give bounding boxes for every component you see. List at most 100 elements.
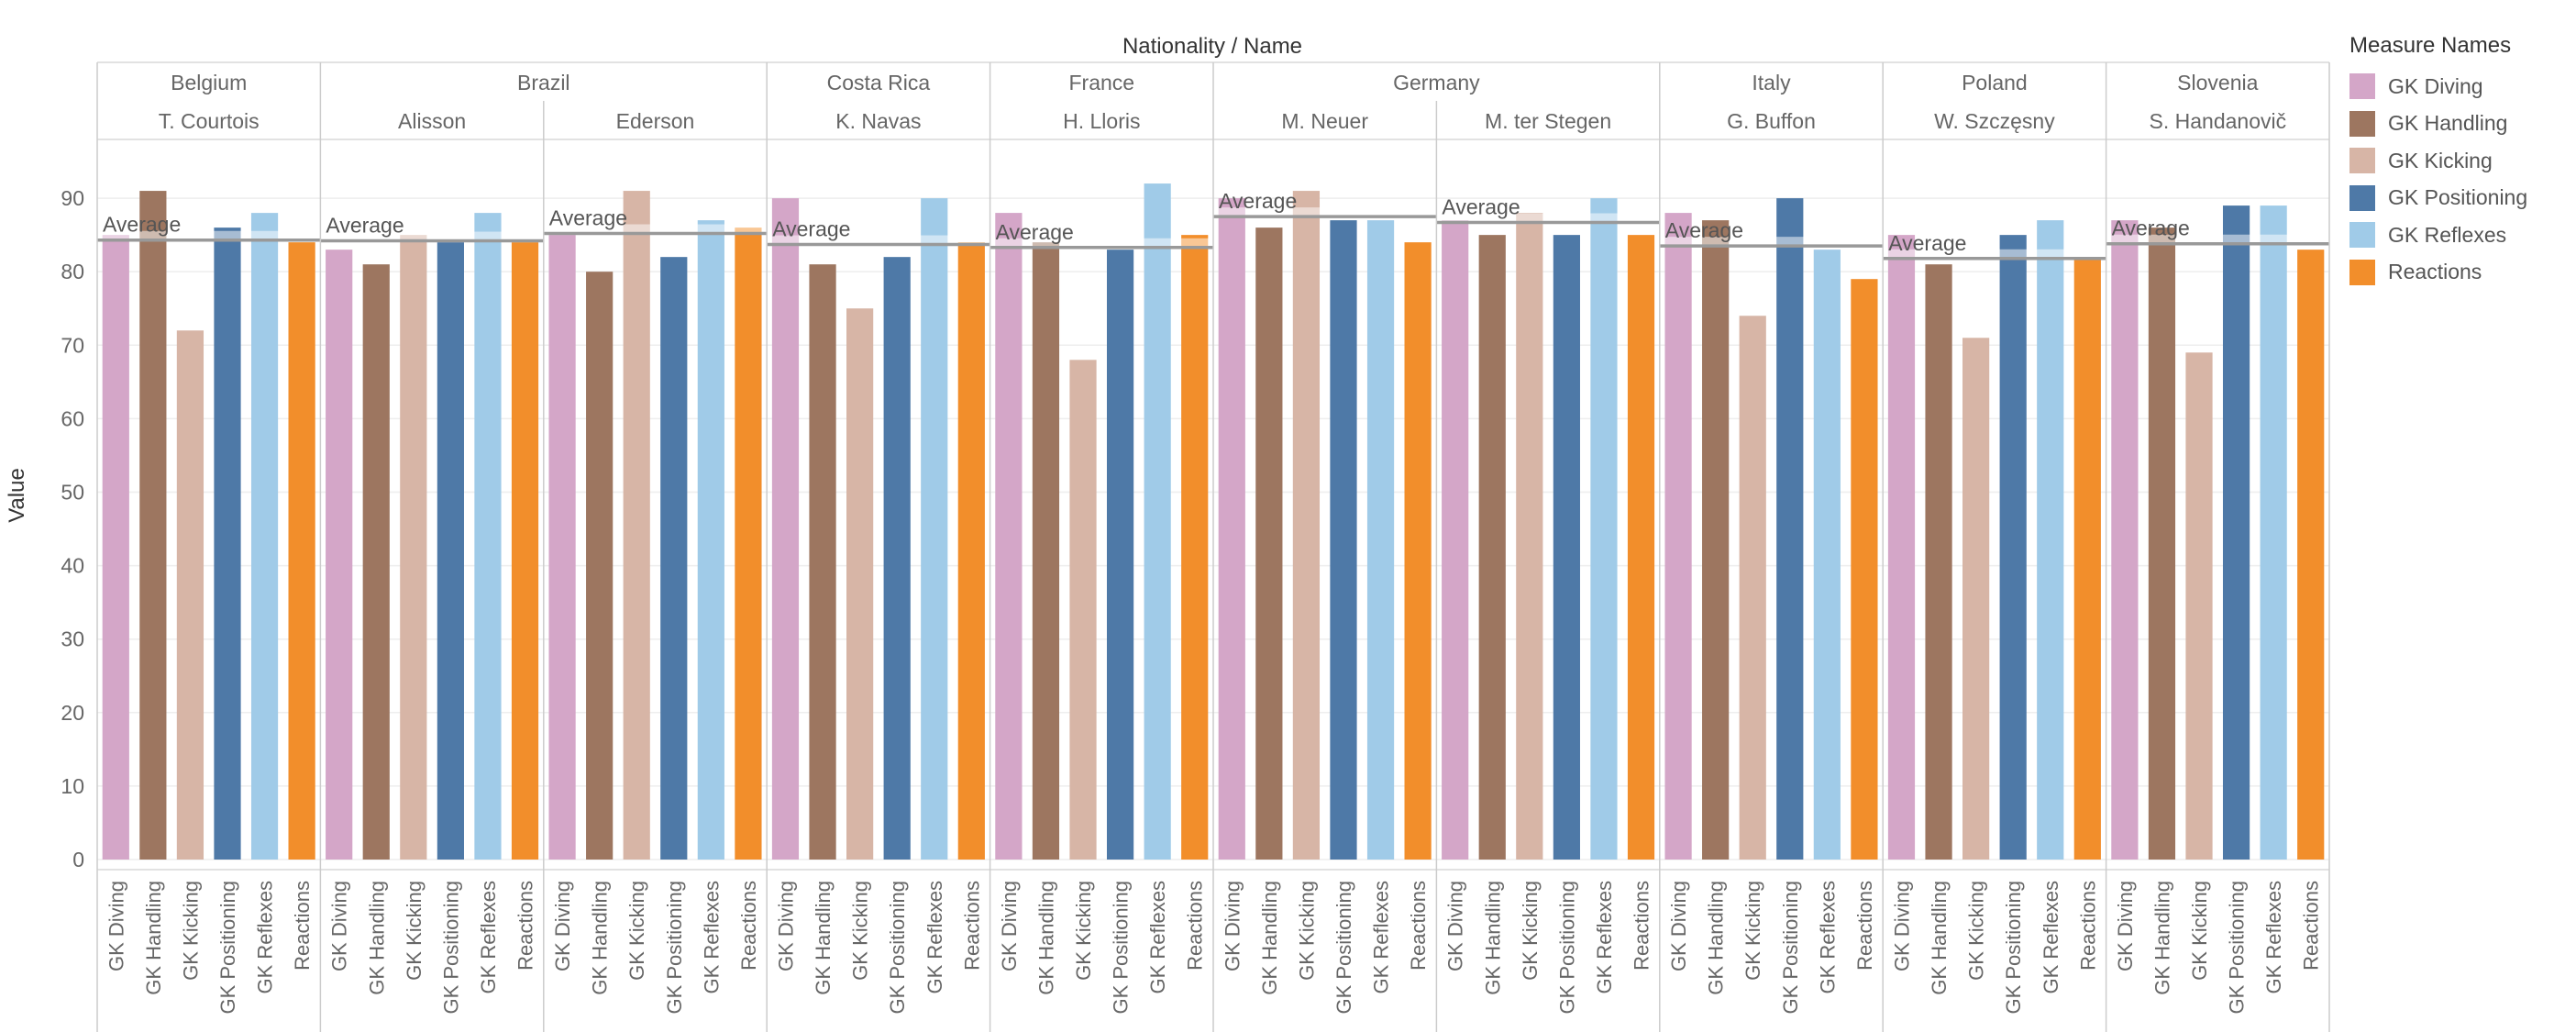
x-tick-label: GK Handling [1705, 881, 1728, 995]
average-label: Average [1888, 231, 1966, 255]
x-tick-label: GK Kicking [1965, 881, 1988, 981]
bar [1962, 338, 1990, 860]
x-tick-label: GK Kicking [2188, 881, 2211, 981]
x-tick-label: GK Reflexes [1593, 881, 1616, 994]
bar [1702, 220, 1730, 860]
bar [1478, 235, 1506, 860]
x-tick-label: GK Reflexes [2262, 881, 2285, 994]
bar [771, 198, 800, 860]
player-header: G. Buffon [1727, 109, 1816, 133]
y-axis-title: Value [5, 468, 29, 523]
bar [1553, 235, 1580, 860]
bar [362, 264, 390, 860]
x-tick-label: GK Positioning [2002, 881, 2025, 1015]
average-label: Average [1665, 218, 1743, 242]
x-tick-label: GK Diving [551, 881, 574, 971]
average-label: Average [772, 217, 850, 241]
player-header: S. Handanovič [2150, 109, 2287, 133]
legend-item[interactable]: GK Handling [2349, 105, 2570, 143]
bar [1366, 220, 1395, 860]
legend-label: GK Handling [2388, 111, 2508, 136]
average-band [1883, 249, 2106, 259]
bar [250, 213, 279, 860]
bar [623, 191, 650, 860]
bar [1851, 279, 1878, 860]
legend-swatch [2349, 73, 2375, 100]
bar [326, 250, 353, 860]
bar [2260, 205, 2287, 860]
legend-items: GK Diving GK Handling GK Kicking GK Positio… [2349, 68, 2570, 291]
x-tick-label: Reactions [1184, 881, 1207, 971]
x-tick-label: GK Diving [1890, 881, 1913, 971]
x-tick-label: GK Diving [1221, 881, 1244, 971]
bar [1330, 220, 1357, 860]
bar [400, 235, 427, 860]
nationality-header: Belgium [171, 71, 247, 94]
legend-item[interactable]: GK Reflexes [2349, 216, 2570, 254]
average-band [320, 231, 544, 241]
bar [1739, 316, 1766, 860]
bar [2185, 352, 2213, 860]
legend-swatch [2349, 184, 2375, 211]
average-band [97, 230, 321, 240]
x-tick-label: GK Positioning [886, 881, 909, 1015]
bar [1032, 242, 1060, 860]
x-tick-label: GK Kicking [1519, 881, 1542, 981]
x-tick-label: GK Positioning [1332, 881, 1355, 1015]
bar [1144, 183, 1171, 860]
player-header: K. Navas [835, 109, 921, 133]
y-tick-label: 90 [61, 186, 84, 210]
average-lines: Average Average Average Average Average Avera… [97, 189, 2329, 261]
bar [995, 213, 1023, 860]
x-tick-label: GK Reflexes [2040, 881, 2062, 994]
bar [921, 198, 948, 860]
average-band [767, 235, 990, 245]
x-tick-label: GK Handling [589, 881, 612, 995]
header-title: Nationality / Name [1122, 34, 1302, 59]
legend-item[interactable]: GK Positioning [2349, 180, 2570, 217]
bar [2148, 227, 2176, 860]
average-label: Average [549, 206, 627, 230]
x-tick-label: GK Handling [2150, 881, 2173, 995]
legend-item[interactable]: GK Diving [2349, 68, 2570, 105]
bar [735, 227, 762, 860]
x-tick-label: GK Reflexes [923, 881, 946, 994]
player-header: Ederson [616, 109, 695, 133]
x-tick-label: GK Handling [1481, 881, 1504, 995]
y-tick-label: 20 [61, 701, 84, 725]
player-header: H. Lloris [1063, 109, 1140, 133]
bar [1999, 235, 2027, 860]
legend-label: GK Diving [2388, 73, 2483, 98]
bar [1218, 198, 1245, 860]
x-tick-label: GK Positioning [439, 881, 462, 1015]
bar [883, 257, 911, 860]
x-tick-label: GK Reflexes [1146, 881, 1169, 994]
x-tick-label: GK Positioning [1779, 881, 1802, 1015]
y-tick-label: 10 [61, 774, 84, 798]
x-tick-label: GK Diving [1444, 881, 1467, 971]
y-tick-label: 40 [61, 554, 84, 578]
x-tick-label: GK Diving [1667, 881, 1690, 971]
bar [102, 235, 129, 860]
y-tick-label: 60 [61, 406, 84, 430]
bar [1776, 198, 1804, 860]
x-tick-label: Reactions [1631, 881, 1653, 971]
x-tick-label: GK Handling [812, 881, 835, 995]
bars [102, 183, 2325, 860]
x-tick-label: Reactions [960, 881, 983, 971]
x-tick-label: GK Kicking [403, 881, 426, 981]
bar [214, 227, 241, 860]
average-label: Average [996, 220, 1074, 244]
average-band [989, 238, 1213, 248]
x-tick-label: GK Handling [1034, 881, 1057, 995]
bar [846, 308, 874, 860]
x-tick-label: Reactions [514, 881, 537, 971]
nationality-header: Italy [1752, 71, 1791, 94]
x-tick-label: GK Kicking [625, 881, 648, 981]
bar [548, 235, 576, 860]
bar [139, 191, 167, 860]
bar [586, 272, 614, 860]
legend-item[interactable]: GK Kicking [2349, 142, 2570, 180]
legend-item[interactable]: Reactions [2349, 254, 2570, 292]
bar [1590, 198, 1618, 860]
